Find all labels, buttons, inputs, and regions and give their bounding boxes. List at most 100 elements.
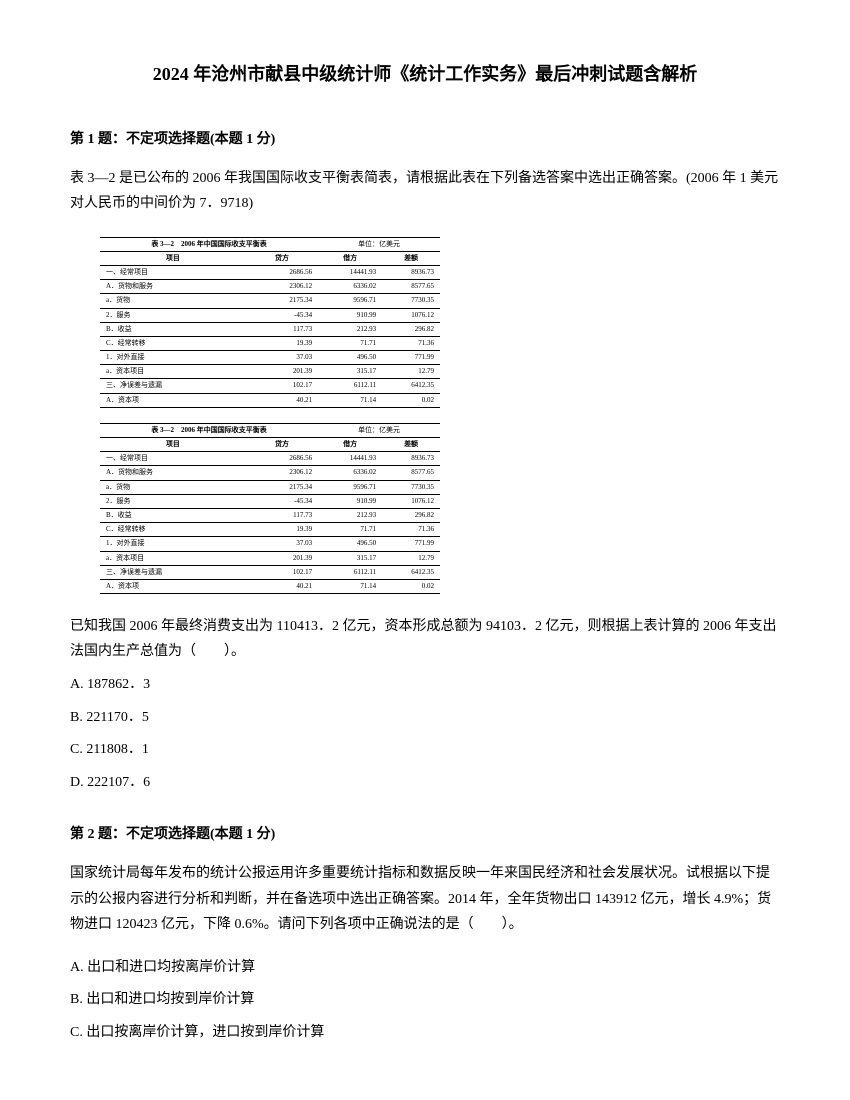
table-cell: 1．对外直接 [100, 351, 246, 365]
table-cell: 19.39 [246, 523, 318, 537]
table-cell: 40.21 [246, 579, 318, 593]
table-cell: 1．对外直接 [100, 537, 246, 551]
table-cell: 0.02 [382, 393, 440, 407]
q2-header: 第 2 题：不定项选择题(本题 1 分) [70, 824, 780, 846]
table1-col2: 借方 [318, 251, 382, 265]
table-cell: 9596.71 [318, 294, 382, 308]
table-cell: A．货物和服务 [100, 280, 246, 294]
table-cell: 1076.12 [382, 308, 440, 322]
table-cell: A．资本项 [100, 579, 246, 593]
q2-text: 国家统计局每年发布的统计公报运用许多重要统计指标和数据反映一年来国民经济和社会发… [70, 861, 780, 937]
q1-option-c: C. 211808．1 [70, 739, 780, 761]
table-cell: 212.93 [318, 322, 382, 336]
table2-col3: 差额 [382, 438, 440, 452]
table-cell: 117.73 [246, 322, 318, 336]
table-cell: 296.82 [382, 508, 440, 522]
table2-unit: 单位：亿美元 [318, 423, 440, 437]
table-cell: 40.21 [246, 393, 318, 407]
table-cell: a．货物 [100, 480, 246, 494]
table-cell: 37.03 [246, 351, 318, 365]
table1-unit: 单位：亿美元 [318, 237, 440, 251]
page-title: 2024 年沧州市献县中级统计师《统计工作实务》最后冲刺试题含解析 [70, 60, 780, 89]
table-cell: 771.99 [382, 537, 440, 551]
q1-table-1: 表 3—2 2006 年中国国际收支平衡表 单位：亿美元 项目 贷方 借方 差额… [100, 237, 780, 408]
table-cell: 6112.11 [318, 565, 382, 579]
table-cell: 71.71 [318, 523, 382, 537]
table2-col2: 借方 [318, 438, 382, 452]
table-cell: 1076.12 [382, 494, 440, 508]
table-cell: 2686.56 [246, 452, 318, 466]
q1-text2: 已知我国 2006 年最终消费支出为 110413．2 亿元，资本形成总额为 9… [70, 614, 780, 664]
table-cell: 37.03 [246, 537, 318, 551]
table1-col0: 项目 [100, 251, 246, 265]
table-cell: 201.39 [246, 551, 318, 565]
table-cell: 8936.73 [382, 265, 440, 279]
q2-option-a: A. 出口和进口均按离岸价计算 [70, 957, 780, 979]
table-cell: 2175.34 [246, 480, 318, 494]
table-cell: 496.50 [318, 537, 382, 551]
table-cell: 117.73 [246, 508, 318, 522]
table-cell: 8936.73 [382, 452, 440, 466]
table-cell: C．经常转移 [100, 523, 246, 537]
table-cell: 一、经常项目 [100, 452, 246, 466]
q1-option-b: B. 221170．5 [70, 707, 780, 729]
table-cell: C．经常转移 [100, 336, 246, 350]
table2-col1: 贷方 [246, 438, 318, 452]
table-cell: 7730.35 [382, 480, 440, 494]
table-cell: A．货物和服务 [100, 466, 246, 480]
table-cell: 2306.12 [246, 466, 318, 480]
table-cell: 71.36 [382, 336, 440, 350]
q2-option-b: B. 出口和进口均按到岸价计算 [70, 989, 780, 1011]
table-cell: 6412.35 [382, 565, 440, 579]
table-cell: 6412.35 [382, 379, 440, 393]
table-cell: 315.17 [318, 551, 382, 565]
table-cell: 212.93 [318, 508, 382, 522]
table-cell: 7730.35 [382, 294, 440, 308]
table-cell: 8577.65 [382, 280, 440, 294]
table-cell: 14441.93 [318, 452, 382, 466]
table-cell: 71.14 [318, 579, 382, 593]
table-cell: 2．服务 [100, 308, 246, 322]
table-cell: B．收益 [100, 508, 246, 522]
table-cell: 2686.56 [246, 265, 318, 279]
table-cell: 一、经常项目 [100, 265, 246, 279]
table-cell: 102.17 [246, 565, 318, 579]
table-cell: A．资本项 [100, 393, 246, 407]
table-cell: 12.79 [382, 551, 440, 565]
q1-text: 表 3—2 是已公布的 2006 年我国国际收支平衡表简表，请根据此表在下列备选… [70, 166, 780, 216]
table-cell: a．资本项目 [100, 365, 246, 379]
table-cell: 296.82 [382, 322, 440, 336]
table-cell: 771.99 [382, 351, 440, 365]
table-cell: 2175.34 [246, 294, 318, 308]
table-cell: a．资本项目 [100, 551, 246, 565]
table-cell: 201.39 [246, 365, 318, 379]
table2-col0: 项目 [100, 438, 246, 452]
table-cell: 三、净误差与遗漏 [100, 565, 246, 579]
table1-title: 表 3—2 2006 年中国国际收支平衡表 [100, 237, 318, 251]
table-cell: 6112.11 [318, 379, 382, 393]
table-cell: -45.34 [246, 308, 318, 322]
table2-title: 表 3—2 2006 年中国国际收支平衡表 [100, 423, 318, 437]
q1-header: 第 1 题：不定项选择题(本题 1 分) [70, 129, 780, 151]
table-cell: 9596.71 [318, 480, 382, 494]
table-cell: 2．服务 [100, 494, 246, 508]
table-cell: 496.50 [318, 351, 382, 365]
table-cell: B．收益 [100, 322, 246, 336]
table-cell: 910.99 [318, 494, 382, 508]
table-cell: 8577.65 [382, 466, 440, 480]
table-cell: 315.17 [318, 365, 382, 379]
table-cell: 0.02 [382, 579, 440, 593]
table-cell: 71.71 [318, 336, 382, 350]
table-cell: 12.79 [382, 365, 440, 379]
table1-col3: 差额 [382, 251, 440, 265]
q1-option-a: A. 187862．3 [70, 674, 780, 696]
table1-col1: 贷方 [246, 251, 318, 265]
table-cell: 14441.93 [318, 265, 382, 279]
table-cell: 910.99 [318, 308, 382, 322]
table-cell: 2306.12 [246, 280, 318, 294]
q2-option-c: C. 出口按离岸价计算，进口按到岸价计算 [70, 1022, 780, 1044]
table-cell: -45.34 [246, 494, 318, 508]
table-cell: 71.14 [318, 393, 382, 407]
table-cell: 102.17 [246, 379, 318, 393]
table-cell: a．货物 [100, 294, 246, 308]
